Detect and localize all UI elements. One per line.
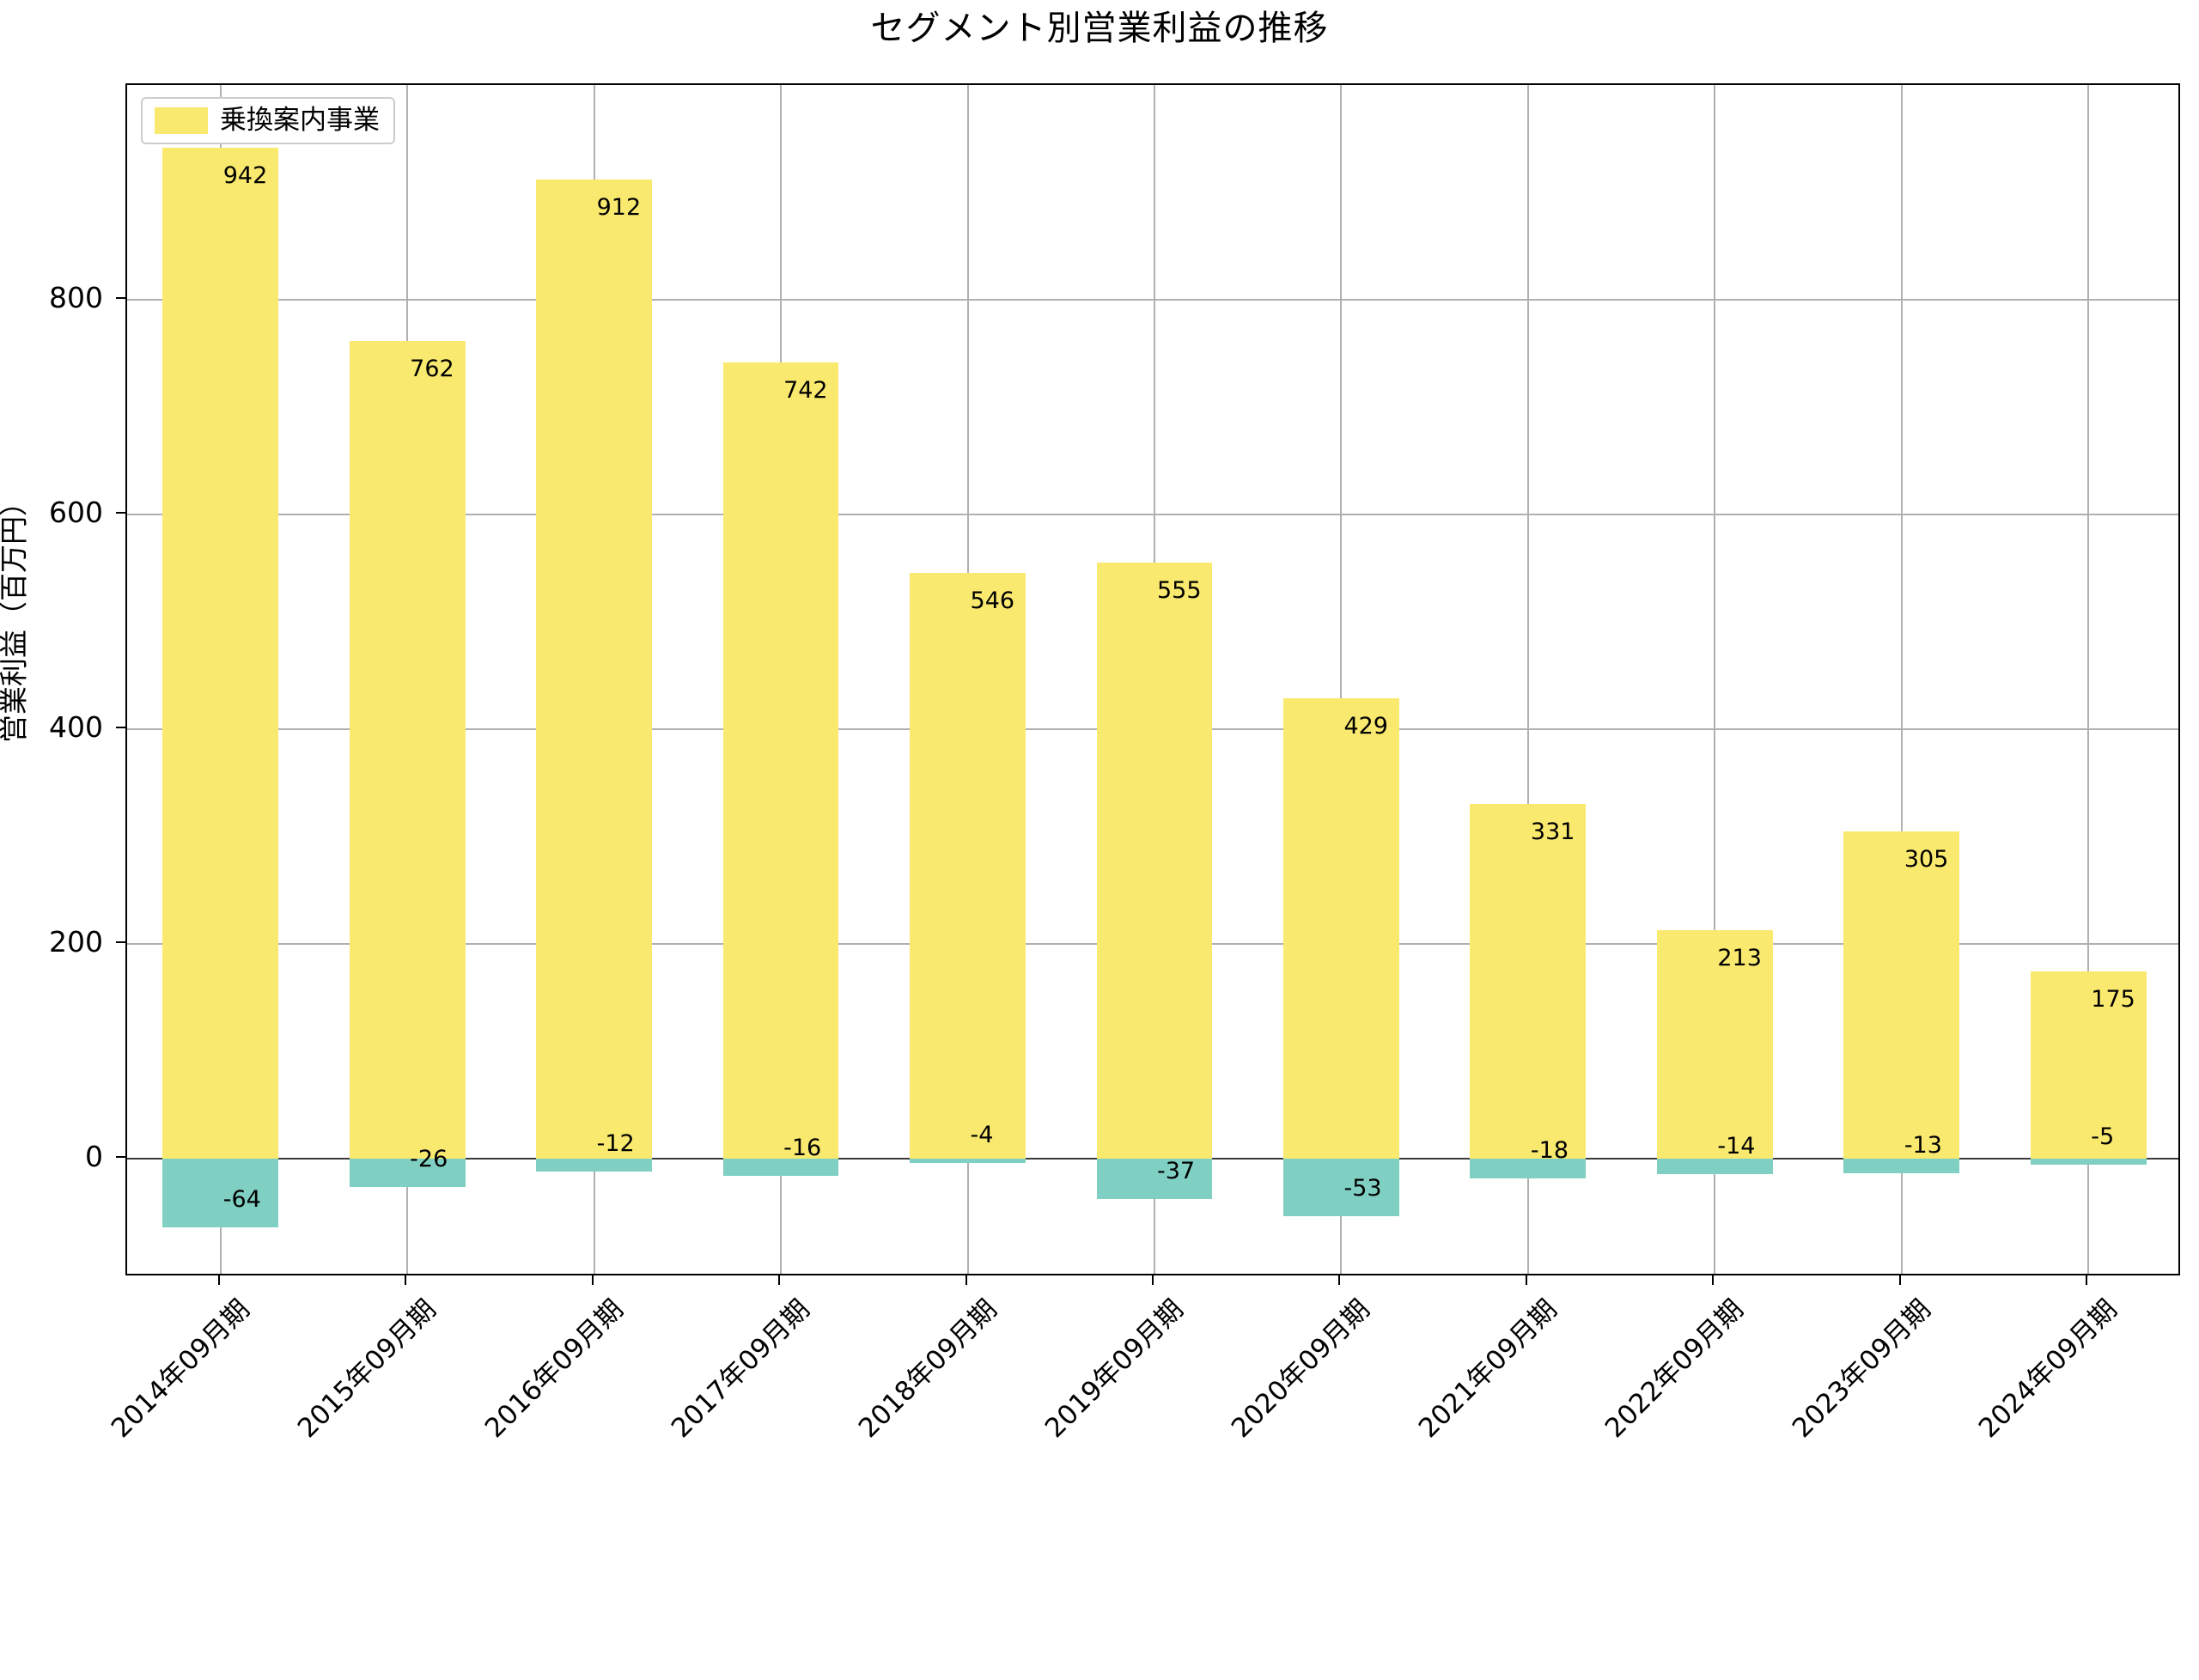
bar	[1843, 831, 1960, 1160]
y-tick-label: 800	[49, 281, 103, 315]
bar-value-label: -18	[1530, 1136, 1569, 1164]
x-tick-label: 2022年09月期	[1599, 1293, 1751, 1445]
x-tick-mark	[1525, 1275, 1527, 1285]
chart-figure: セグメント別営業利益の推移 942 762 912 742 546 555 429 331 21…	[0, 9, 2180, 1445]
bar	[1283, 1159, 1399, 1216]
x-tick-mark	[1898, 1275, 1901, 1285]
bar	[349, 1159, 466, 1187]
x-tick-label: 2017年09月期	[665, 1293, 816, 1445]
x-gridline	[1526, 85, 1529, 1274]
bar-value-label: -14	[1717, 1132, 1756, 1160]
bar-value-label: -64	[222, 1186, 261, 1214]
bar-value-label: -13	[1904, 1131, 1942, 1159]
bar	[1656, 1159, 1773, 1174]
x-tick-mark	[778, 1275, 781, 1285]
x-tick-mark	[1152, 1275, 1154, 1285]
bar	[1843, 1159, 1960, 1173]
bar	[1656, 930, 1773, 1160]
x-tick-mark	[2086, 1275, 2088, 1285]
bar	[162, 147, 279, 1160]
bar	[910, 1159, 1026, 1164]
bar-value-label: -26	[410, 1145, 448, 1172]
x-tick-label: 2024年09月期	[1973, 1293, 2124, 1445]
bar-value-label: -16	[783, 1135, 822, 1162]
bar	[1470, 803, 1587, 1160]
y-tick-mark	[116, 1156, 125, 1159]
x-gridline	[2087, 85, 2090, 1274]
bar-value-label: 546	[970, 587, 1015, 614]
x-gridline	[1340, 85, 1343, 1274]
bar-value-label: 742	[783, 376, 828, 404]
bar-value-label: 762	[410, 355, 454, 382]
bar-value-label: 331	[1530, 818, 1575, 845]
bar	[1096, 1159, 1213, 1199]
bar-value-label: 555	[1157, 577, 1202, 605]
chart-title: セグメント別営業利益の推移	[870, 9, 1329, 48]
bar	[722, 1159, 839, 1177]
x-tick-label: 2016年09月期	[478, 1293, 630, 1445]
y-tick-label: 600	[49, 496, 103, 530]
x-tick-label: 2015年09月期	[292, 1293, 442, 1445]
x-tick-mark	[1338, 1275, 1341, 1285]
x-tick-mark	[405, 1275, 407, 1285]
bar	[536, 180, 653, 1160]
x-tick-mark	[1712, 1275, 1715, 1285]
x-gridline	[1714, 85, 1716, 1274]
bar-value-label: 175	[2091, 985, 2135, 1013]
bar-value-label: 942	[222, 161, 268, 189]
x-tick-label: 2021年09月期	[1412, 1293, 1563, 1445]
legend-label: 乗換案内事業	[220, 105, 380, 136]
bar-value-label: 912	[596, 194, 642, 222]
y-tick-mark	[116, 727, 125, 729]
bar	[349, 340, 466, 1160]
bar-value-label: 305	[1904, 846, 1949, 873]
bar-value-label: 213	[1717, 945, 1762, 972]
y-tick-label: 400	[49, 710, 103, 745]
bar	[722, 362, 839, 1160]
legend-swatch-icon	[155, 107, 208, 134]
bar	[2030, 971, 2147, 1160]
plot-area: 942 762 912 742 546 555 429 331 213 305 175 -64 -26 -…	[125, 83, 2180, 1275]
y-tick-mark	[116, 512, 125, 514]
bar	[1283, 698, 1399, 1160]
y-tick-label: 0	[85, 1140, 103, 1174]
chart-legend: 乗換案内事業	[141, 97, 395, 144]
x-tick-mark	[591, 1275, 594, 1285]
y-axis-label: 営業利益（百万円）	[0, 488, 31, 743]
bar-value-label: 429	[1343, 713, 1388, 740]
bar	[536, 1159, 653, 1172]
y-tick-label: 200	[49, 925, 103, 959]
x-tick-label: 2020年09月期	[1226, 1293, 1377, 1445]
y-gridline	[127, 299, 2178, 301]
bar	[1096, 563, 1213, 1160]
x-tick-label: 2023年09月期	[1786, 1293, 1937, 1445]
x-tick-mark	[217, 1275, 220, 1285]
x-tick-mark	[965, 1275, 967, 1285]
bar	[162, 1159, 279, 1228]
x-gridline	[1900, 85, 1903, 1274]
y-tick-mark	[116, 941, 125, 944]
bar-value-label: -5	[2091, 1123, 2115, 1150]
bar	[910, 572, 1026, 1160]
x-tick-label: 2018年09月期	[852, 1293, 1003, 1445]
bar-value-label: -37	[1157, 1157, 1196, 1184]
bar-value-label: -12	[596, 1130, 635, 1158]
x-tick-label: 2019年09月期	[1039, 1293, 1190, 1445]
y-tick-mark	[116, 297, 125, 300]
bar-value-label: -4	[970, 1122, 994, 1149]
bar	[2030, 1159, 2147, 1165]
bar-value-label: -53	[1343, 1174, 1382, 1202]
y-gridline	[127, 514, 2178, 516]
bar	[1470, 1159, 1587, 1178]
